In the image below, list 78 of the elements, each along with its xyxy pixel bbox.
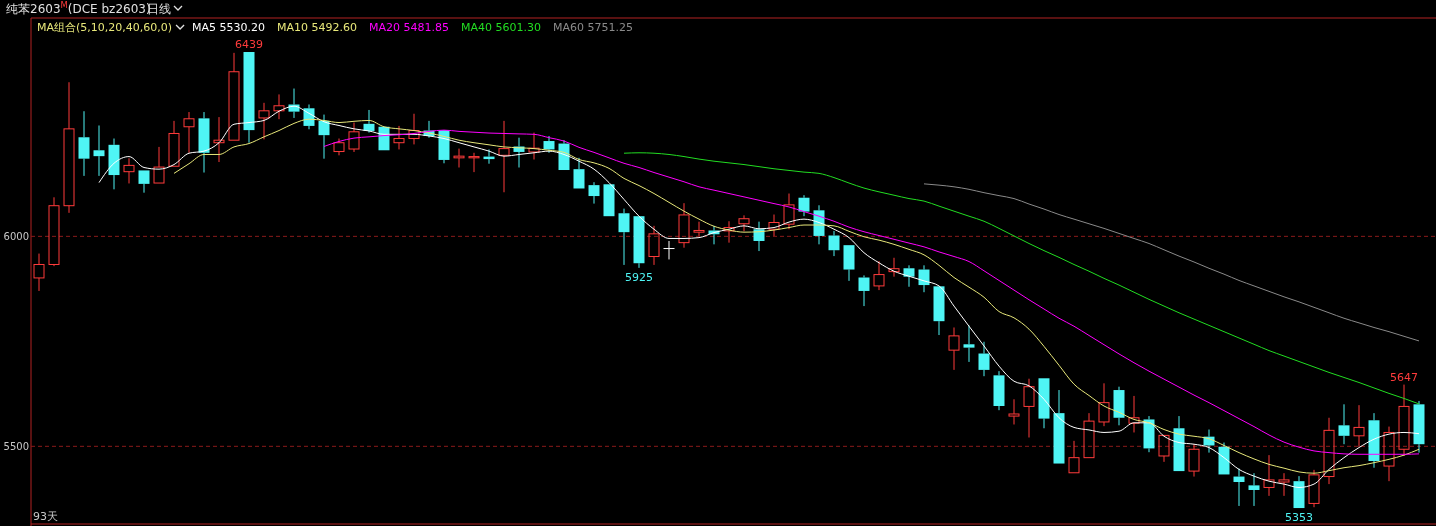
candlestick bbox=[963, 324, 975, 363]
annotation: 6439 bbox=[235, 38, 263, 52]
candlestick bbox=[1338, 403, 1350, 445]
candlestick bbox=[348, 122, 360, 153]
candlestick bbox=[93, 125, 105, 177]
annotation: 93天 bbox=[33, 510, 58, 523]
candlestick bbox=[393, 125, 405, 150]
candlestick bbox=[48, 196, 60, 267]
candlestick bbox=[363, 109, 375, 134]
candlestick bbox=[993, 370, 1005, 411]
candlestick bbox=[588, 181, 600, 205]
candlestick bbox=[663, 240, 675, 260]
candlestick bbox=[108, 138, 120, 190]
candlestick bbox=[1353, 404, 1365, 448]
text: MA10 5492.60 bbox=[277, 21, 358, 34]
candlestick bbox=[783, 193, 795, 230]
text: MA40 5601.30 bbox=[461, 21, 542, 34]
candlestick bbox=[183, 111, 195, 154]
candlestick bbox=[33, 253, 45, 292]
candlestick bbox=[1023, 378, 1035, 438]
candlestick bbox=[723, 220, 735, 244]
candlestick bbox=[1368, 412, 1380, 469]
candlestick bbox=[63, 81, 75, 214]
annotation: 5647 bbox=[1390, 370, 1418, 384]
line-series bbox=[623, 152, 1420, 405]
candlestick bbox=[1008, 398, 1020, 425]
candlestick bbox=[543, 135, 555, 154]
candlestick bbox=[798, 194, 810, 217]
text: MA20 5481.85 bbox=[369, 21, 450, 34]
annotation: 5925 bbox=[625, 270, 653, 284]
candlestick bbox=[453, 148, 465, 168]
text: MA60 5751.25 bbox=[553, 21, 634, 34]
candlestick bbox=[258, 102, 270, 140]
candlestick bbox=[273, 93, 285, 120]
candlestick bbox=[858, 274, 870, 307]
annotation: 5353 bbox=[1285, 511, 1313, 525]
candlestick bbox=[333, 138, 345, 156]
legend-title: MA组合(5,10,20,40,60,0) bbox=[37, 21, 173, 34]
candlestick bbox=[1233, 468, 1245, 507]
candlestick bbox=[198, 111, 210, 174]
candlestick bbox=[948, 326, 960, 371]
y-tick-label: 6000 bbox=[3, 230, 29, 242]
candlestick bbox=[408, 113, 420, 145]
candlestick bbox=[1398, 384, 1410, 457]
candlestick bbox=[528, 132, 540, 161]
line-series bbox=[923, 183, 1420, 342]
candlestick bbox=[828, 230, 840, 257]
candlestick bbox=[1113, 386, 1125, 426]
candlestick bbox=[873, 260, 885, 291]
candlestick bbox=[1248, 472, 1260, 507]
candlestick bbox=[1263, 454, 1275, 497]
candlestick bbox=[468, 152, 480, 173]
candlestick bbox=[618, 208, 630, 266]
line-series bbox=[323, 129, 1420, 455]
candlestick bbox=[978, 341, 990, 377]
candlestick bbox=[78, 110, 90, 177]
candlestick bbox=[123, 157, 135, 184]
candlestick bbox=[1143, 415, 1155, 453]
candlestick bbox=[1383, 426, 1395, 482]
candlestick bbox=[1278, 472, 1290, 497]
y-tick-label: 5500 bbox=[3, 440, 29, 452]
candlestick bbox=[213, 116, 225, 163]
candlestick bbox=[768, 214, 780, 237]
candlestick bbox=[1308, 469, 1320, 508]
candlestick bbox=[1413, 400, 1425, 454]
candlestick bbox=[888, 257, 900, 278]
candlestick bbox=[903, 264, 915, 288]
text: MA5 5530.20 bbox=[192, 21, 266, 34]
candlestick bbox=[678, 202, 690, 249]
candlestick bbox=[1188, 443, 1200, 478]
candlestick bbox=[1098, 382, 1110, 427]
candlestick bbox=[648, 225, 660, 266]
candlestick bbox=[1128, 395, 1140, 433]
candlestick bbox=[1323, 417, 1335, 485]
candlestick bbox=[693, 221, 705, 237]
candlestick bbox=[498, 120, 510, 193]
candlestick bbox=[753, 221, 765, 252]
candlestick bbox=[738, 214, 750, 232]
